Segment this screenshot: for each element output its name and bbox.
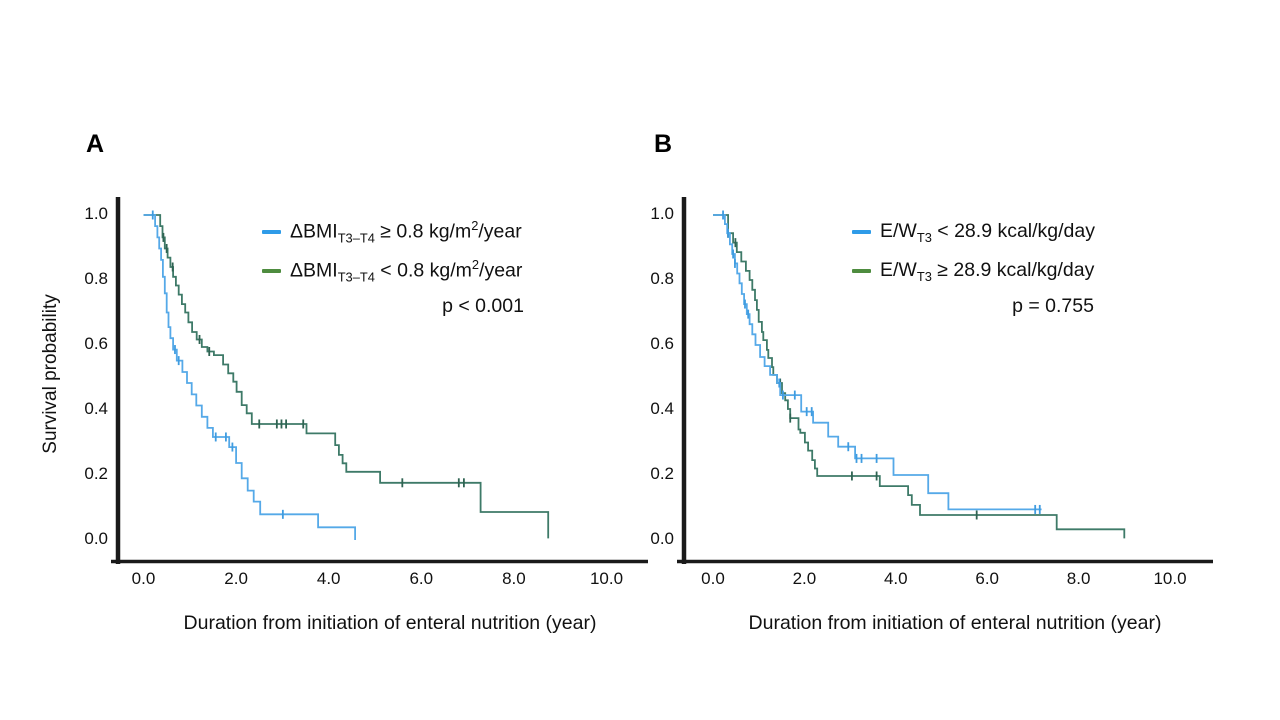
- legend-swatch-green: [852, 269, 871, 273]
- x-tick-label: 8.0: [1066, 569, 1091, 588]
- legend-label: ΔBMIT3–T4 < 0.8 kg/m2/year: [290, 257, 523, 285]
- y-tick-label: 0.2: [84, 464, 108, 483]
- y-tick-label: 0.0: [84, 529, 108, 548]
- panel-b-legend: E/WT3 < 28.9 kcal/kg/day E/WT3 ≥ 28.9 kca…: [852, 219, 1095, 297]
- x-tick-label: 6.0: [409, 569, 434, 588]
- x-axis-title-panel-b: Duration from initiation of enteral nutr…: [748, 612, 1162, 634]
- x-tick-label: 2.0: [792, 569, 817, 588]
- y-axis-title: Survival probability: [40, 294, 61, 454]
- y-tick-label: 1.0: [650, 204, 674, 223]
- y-tick-label: 0.4: [650, 399, 674, 418]
- x-tick-label: 0.0: [701, 569, 725, 588]
- y-tick-label: 0.8: [84, 269, 108, 288]
- y-tick-label: 0.6: [650, 334, 674, 353]
- panel-b-p-value: p = 0.755: [1012, 295, 1094, 317]
- panel-b-label: B: [654, 130, 673, 158]
- x-tick-label: 6.0: [975, 569, 999, 588]
- panel-a-legend: ΔBMIT3–T4 ≥ 0.8 kg/m2/year ΔBMIT3–T4 < 0.…: [262, 218, 523, 297]
- x-tick-label: 10.0: [1153, 569, 1187, 588]
- x-tick-label: 4.0: [316, 569, 341, 588]
- km-curve-blue: [143, 214, 356, 540]
- y-tick-label: 0.6: [84, 334, 108, 353]
- km-curve-blue: [713, 214, 1042, 511]
- legend-label: E/WT3 ≥ 28.9 kcal/kg/day: [880, 258, 1095, 284]
- legend-item: E/WT3 < 28.9 kcal/kg/day: [852, 219, 1095, 245]
- legend-item: E/WT3 ≥ 28.9 kcal/kg/day: [852, 258, 1095, 284]
- x-tick-label: 10.0: [589, 569, 624, 588]
- legend-swatch-blue: [262, 230, 281, 234]
- panel-a-p-value: p < 0.001: [442, 295, 524, 317]
- y-tick-label: 0.2: [650, 464, 674, 483]
- legend-item: ΔBMIT3–T4 ≥ 0.8 kg/m2/year: [262, 218, 522, 246]
- y-tick-label: 0.4: [84, 399, 108, 418]
- x-tick-label: 2.0: [224, 569, 248, 588]
- legend-swatch-blue: [852, 230, 871, 234]
- y-tick-label: 0.8: [650, 269, 674, 288]
- km-curve-green: [143, 214, 550, 539]
- x-tick-label: 4.0: [883, 569, 908, 588]
- x-tick-label: 0.0: [131, 569, 156, 588]
- legend-label: ΔBMIT3–T4 ≥ 0.8 kg/m2/year: [290, 218, 522, 246]
- y-tick-label: 1.0: [84, 204, 108, 223]
- x-axis-title-panel-a: Duration from initiation of enteral nutr…: [183, 612, 597, 634]
- y-tick-label: 0.0: [650, 529, 674, 548]
- legend-label: E/WT3 < 28.9 kcal/kg/day: [880, 219, 1096, 245]
- x-tick-label: 8.0: [502, 569, 526, 588]
- legend-item: ΔBMIT3–T4 < 0.8 kg/m2/year: [262, 257, 523, 285]
- legend-swatch-green: [262, 269, 281, 273]
- panel-a-label: A: [86, 130, 105, 158]
